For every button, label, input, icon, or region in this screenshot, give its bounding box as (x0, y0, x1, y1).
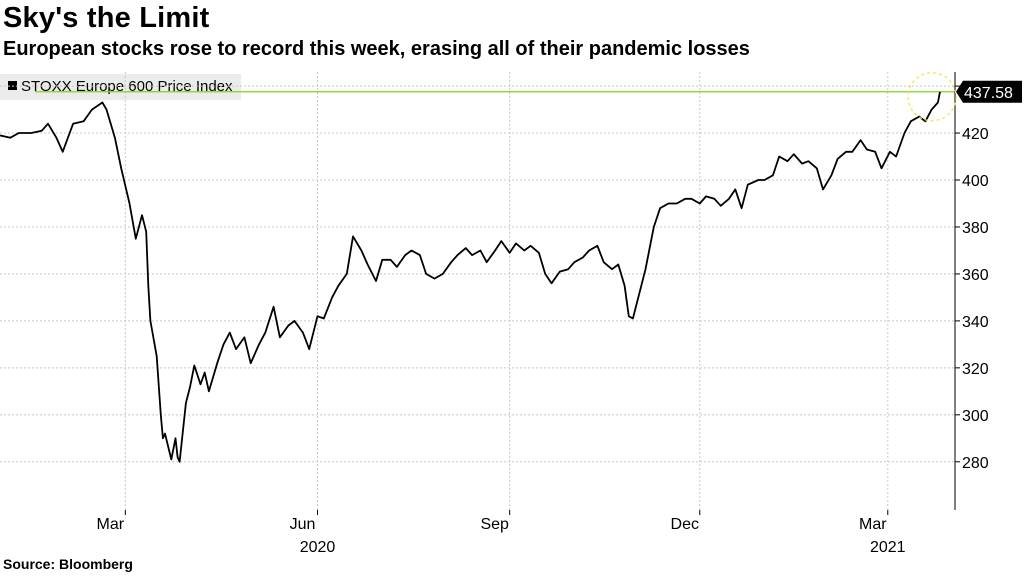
y-tick-label-340: 340 (962, 314, 989, 331)
y-tick-label-280: 280 (962, 455, 989, 472)
chart-title: Sky's the Limit (3, 2, 210, 34)
y-tick-label-400: 400 (962, 173, 989, 190)
legend-label: STOXX Europe 600 Price Index (21, 78, 233, 95)
year-label-0: 2020 (300, 539, 336, 556)
y-tick-label-300: 300 (962, 408, 989, 425)
y-tick-label-360: 360 (962, 267, 989, 284)
x-tick-label-0: Mar (97, 516, 125, 533)
x-axis: Mar Jun Sep Dec Mar 2020 2021 (97, 510, 906, 556)
last-value-tag (956, 80, 1022, 103)
year-label-1: 2021 (870, 539, 906, 556)
last-value-label: 437.58 (964, 85, 1013, 102)
series-line (0, 91, 941, 463)
chart-subtitle: European stocks rose to record this week… (3, 38, 750, 60)
y-axis: 280300320340360380400420440 (954, 72, 989, 510)
legend-swatch (8, 81, 17, 90)
x-tick-label-2: Sep (480, 516, 509, 533)
x-tick-label-4: Mar (859, 516, 887, 533)
x-tick-label-3: Dec (671, 516, 699, 533)
y-tick-label-420: 420 (962, 126, 989, 143)
x-tick-label-1: Jun (290, 516, 316, 533)
last-value-marker: 437.58 (956, 80, 1022, 103)
source-note: Source: Bloomberg (3, 556, 133, 572)
y-tick-label-380: 380 (962, 220, 989, 237)
legend: STOXX Europe 600 Price Index (0, 74, 241, 100)
last-point-highlight (907, 72, 957, 122)
y-tick-label-320: 320 (962, 361, 989, 378)
grid (0, 72, 955, 510)
